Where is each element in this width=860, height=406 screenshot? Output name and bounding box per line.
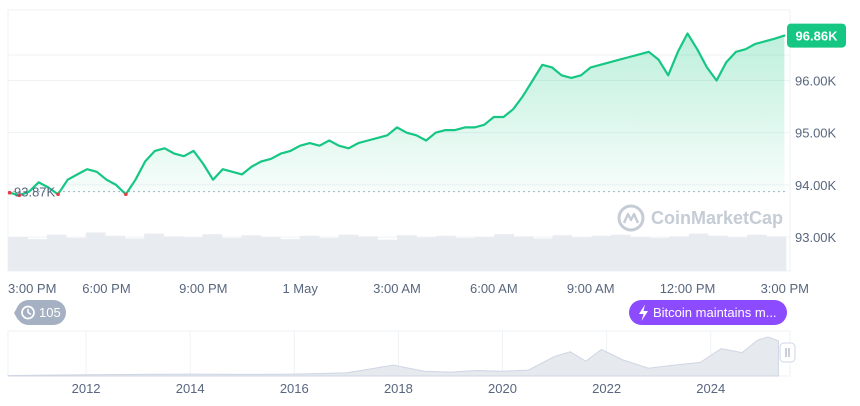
volume-bar	[280, 239, 301, 271]
x-tick-label: 9:00 AM	[567, 281, 615, 296]
watermark-text: CoinMarketCap	[651, 208, 783, 228]
volume-bar	[66, 238, 87, 271]
overview-tick-label: 2016	[280, 381, 309, 396]
volume-bar	[688, 233, 709, 271]
volume-bar	[221, 238, 242, 271]
volume-bar	[572, 237, 592, 271]
volume-bar	[669, 236, 690, 271]
range-handle[interactable]	[779, 342, 796, 363]
overview-tick-label: 2020	[488, 381, 517, 396]
volume-bar	[397, 235, 417, 271]
y-axis: 96.00K 95.00K 94.00K 93.00K	[795, 73, 837, 245]
price-area	[9, 33, 785, 196]
current-price-tag: 96.86K	[787, 23, 846, 48]
volume-bar	[435, 235, 456, 271]
overview-tick-label: 2014	[176, 381, 205, 396]
volume-bar	[649, 238, 670, 271]
x-tick-label: 9:00 PM	[179, 281, 227, 296]
price-line	[8, 32, 786, 197]
open-price-label: 93.87K	[14, 185, 56, 200]
volume-bar	[299, 235, 320, 271]
x-tick-label: 6:00 PM	[82, 281, 130, 296]
volume-bar	[338, 234, 359, 271]
volume-bars	[8, 232, 787, 271]
overview-area	[7, 336, 779, 377]
coinmarketcap-logo-mark	[622, 212, 640, 224]
y-tick-label: 93.00K	[795, 230, 837, 245]
volume-bar	[358, 236, 378, 271]
volume-bar	[416, 237, 437, 271]
volume-bar	[46, 234, 67, 271]
overview-tick-label: 2022	[592, 381, 621, 396]
volume-bar	[144, 233, 164, 271]
volume-bar	[8, 236, 28, 271]
y-tick-label: 94.00K	[795, 178, 837, 193]
volume-bar	[591, 235, 612, 271]
volume-bar	[377, 239, 398, 271]
x-tick-label: 12:00 PM	[660, 281, 716, 296]
volume-bar	[183, 237, 203, 271]
current-price-tag-bg	[787, 23, 846, 48]
below-open-point	[56, 192, 60, 197]
overview-tick-label: 2018	[384, 381, 413, 396]
coinmarketcap-watermark: CoinMarketCap	[617, 204, 783, 232]
news-headline: Bitcoin maintains m...	[653, 305, 777, 320]
volume-bar	[630, 236, 651, 271]
overview-tick-label: 2024	[696, 381, 725, 396]
volume-bar	[163, 236, 184, 271]
x-tick-label: 3:00 PM	[8, 281, 56, 296]
volume-bar	[85, 232, 106, 271]
coinmarketcap-logo-icon	[617, 204, 645, 232]
volume-bar	[708, 235, 728, 271]
volume-bar	[241, 235, 262, 271]
x-tick-label: 6:00 AM	[470, 281, 518, 296]
volume-bar	[610, 234, 631, 271]
volume-bar	[474, 236, 495, 271]
y-tick-label: 95.00K	[795, 126, 837, 141]
lightning-icon	[639, 304, 648, 321]
history-icon	[21, 305, 35, 320]
volume-bar	[552, 235, 573, 271]
overview-tick-label: 2012	[72, 381, 101, 396]
below-open-marks	[7, 190, 128, 198]
volume-bar	[494, 234, 514, 271]
volume-bar	[319, 238, 339, 271]
x-axis: 3:00 PM 6:00 PM 9:00 PM 1 May 3:00 AM 6:00 AM…	[8, 281, 809, 296]
volume-bar	[202, 234, 223, 271]
volume-bar	[533, 238, 553, 271]
news-badge[interactable]: Bitcoin maintains m...	[629, 300, 787, 325]
x-tick-label: 1 May	[282, 281, 318, 296]
history-count: 105	[39, 305, 61, 320]
below-open-point	[17, 193, 22, 198]
current-price-value: 96.86K	[796, 29, 839, 44]
history-badge[interactable]: 105	[14, 300, 66, 325]
volume-bar	[27, 239, 48, 271]
overview-x-axis: 2012 2014 2016 2018 2020 2022 2024	[72, 381, 726, 396]
volume-bar	[105, 235, 125, 271]
below-open-point	[7, 190, 12, 195]
volume-bar	[260, 236, 281, 271]
y-tick-label: 96.00K	[795, 73, 837, 88]
volume-bar	[124, 238, 145, 271]
volume-bar	[766, 236, 787, 271]
below-open-point	[124, 192, 128, 197]
x-tick-label: 3:00 PM	[761, 281, 809, 296]
volume-bar	[455, 238, 476, 271]
x-tick-label: 3:00 AM	[373, 281, 421, 296]
volume-bar	[747, 234, 767, 271]
volume-bar	[727, 237, 748, 271]
volume-bar	[513, 236, 534, 271]
